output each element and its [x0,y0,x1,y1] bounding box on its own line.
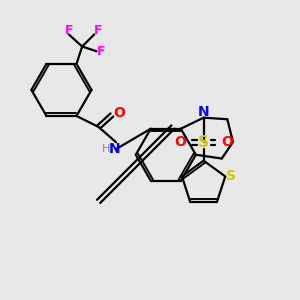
Text: F: F [94,24,102,37]
Text: O: O [113,106,125,120]
Text: N: N [109,142,120,156]
Text: O: O [221,135,233,149]
Text: F: F [64,24,73,37]
Text: H: H [101,144,110,154]
Text: F: F [97,45,105,58]
Text: O: O [174,135,186,149]
Text: N: N [198,105,209,119]
Text: S: S [226,169,236,183]
Text: S: S [198,135,209,150]
